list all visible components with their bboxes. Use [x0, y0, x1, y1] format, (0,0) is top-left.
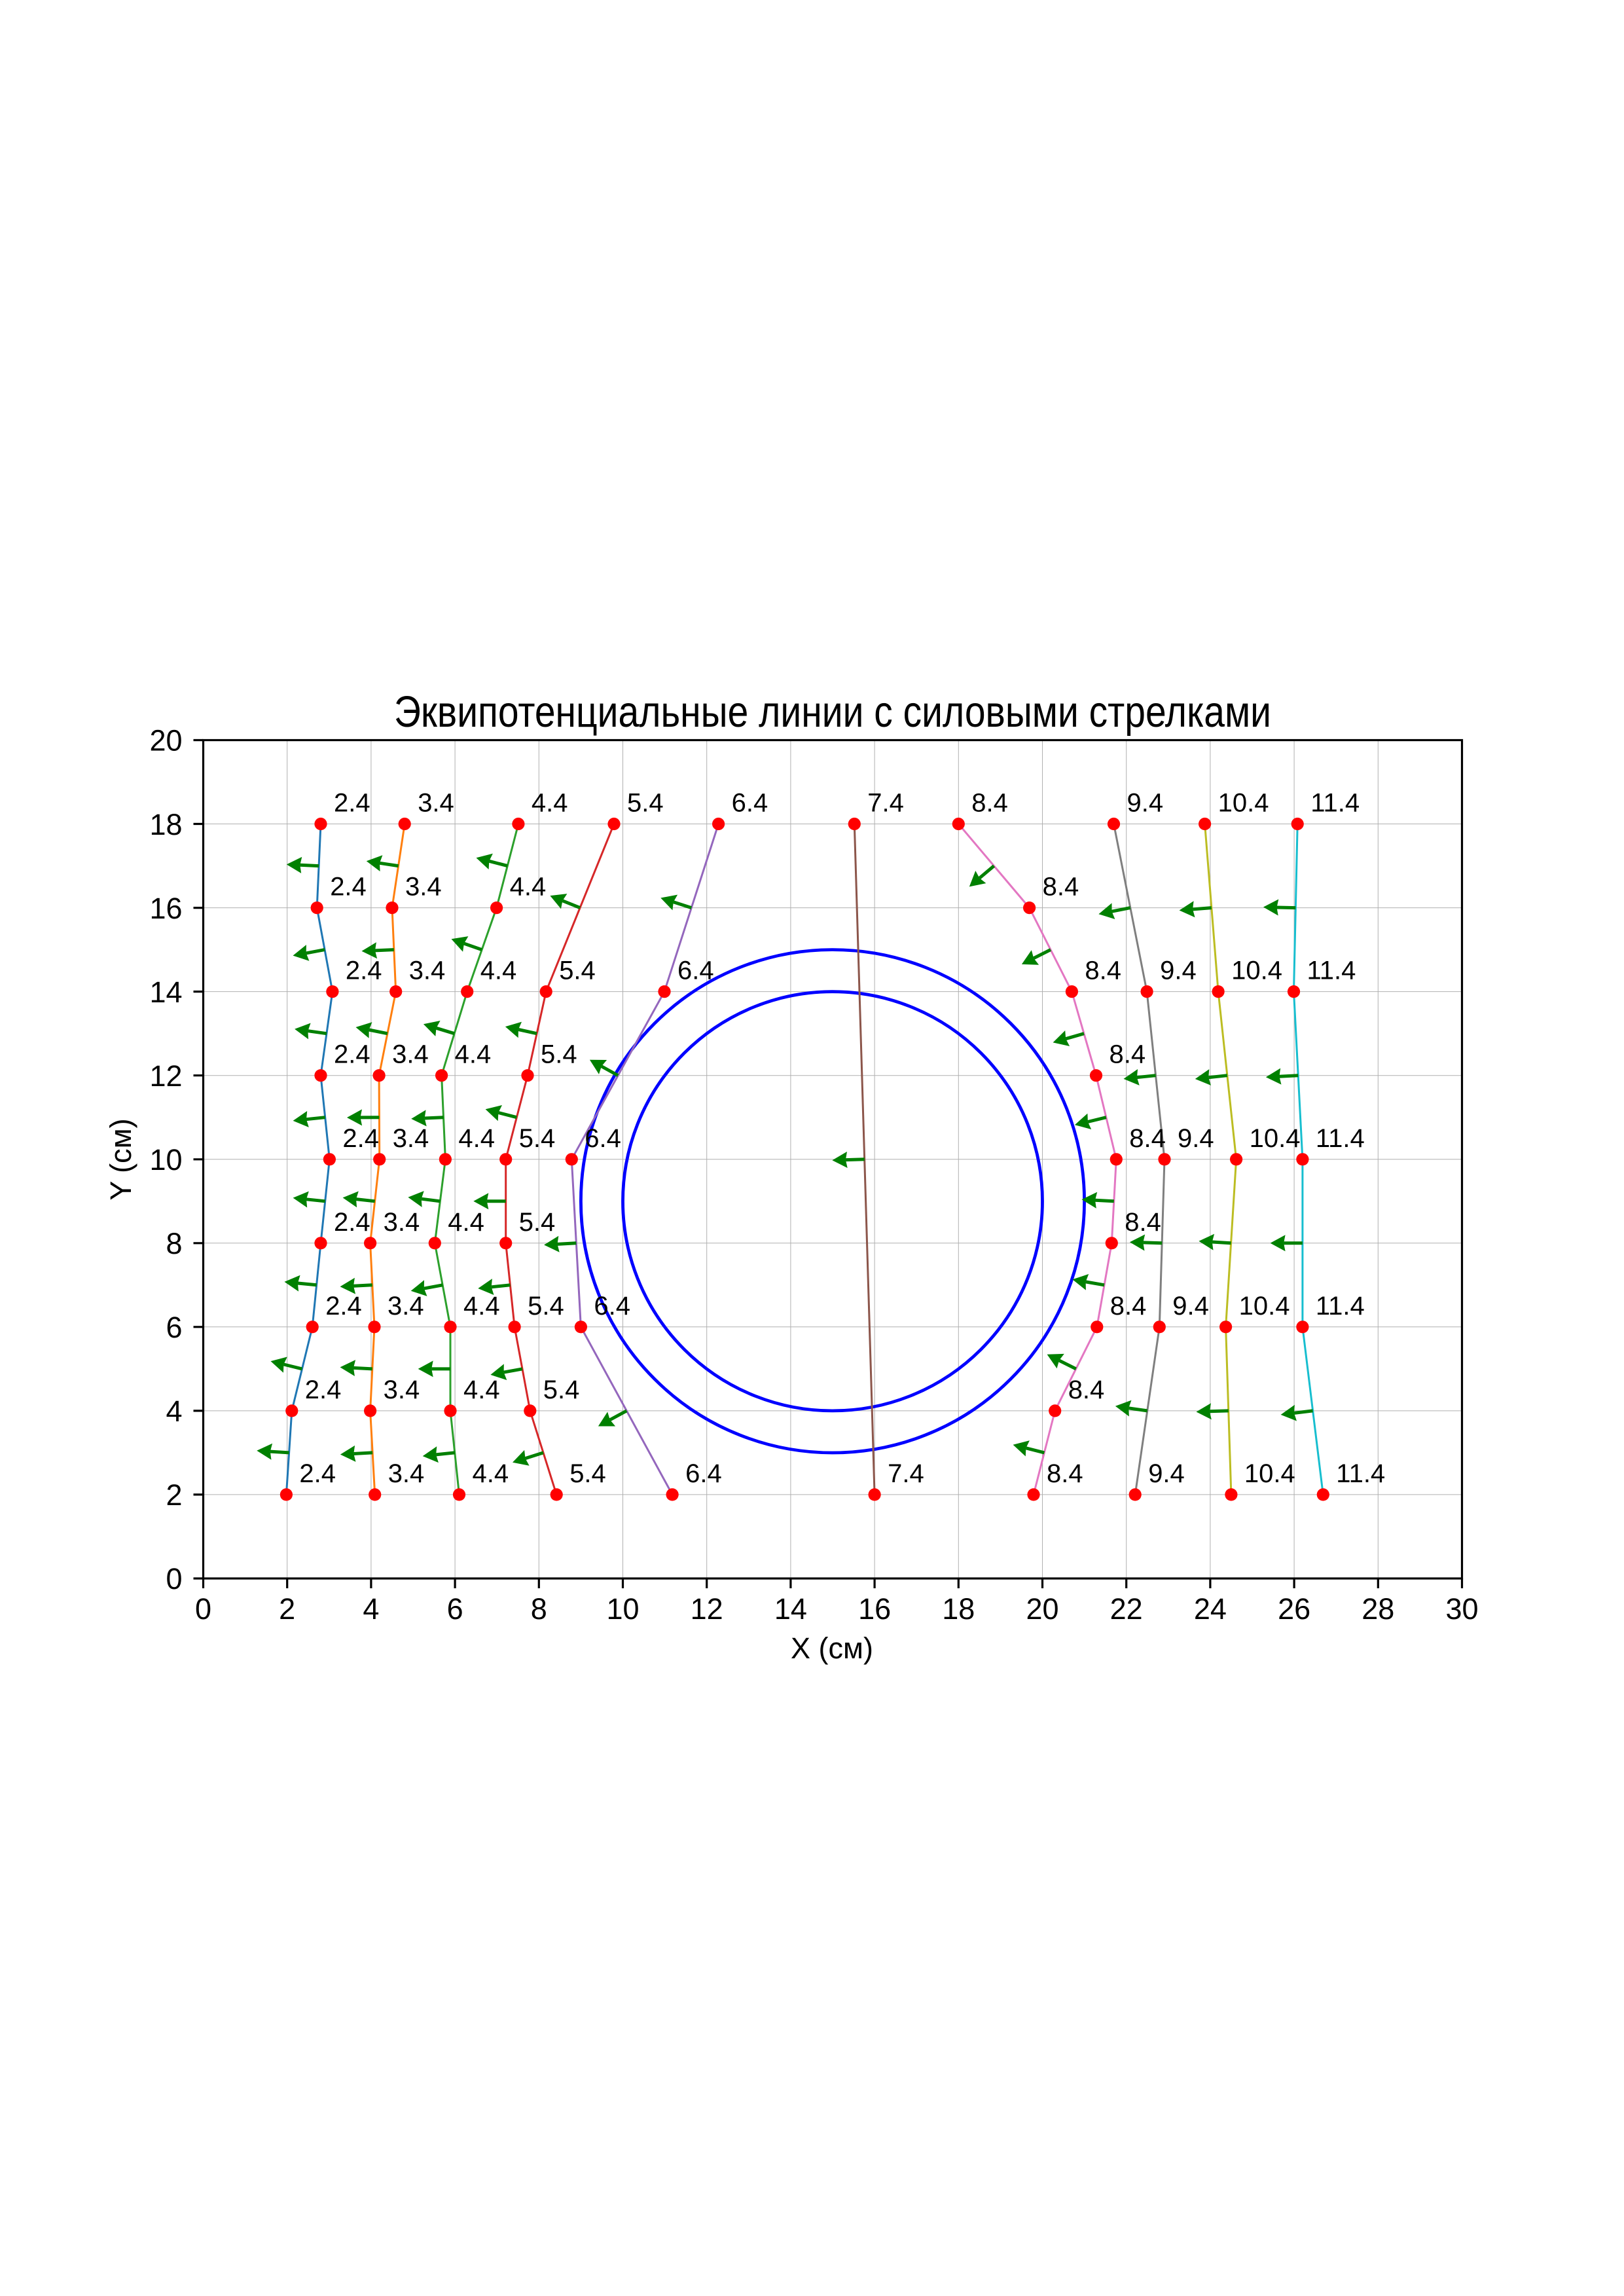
- svg-text:22: 22: [1110, 1592, 1143, 1626]
- svg-text:8.4: 8.4: [1047, 1459, 1083, 1488]
- svg-text:6: 6: [166, 1311, 182, 1344]
- svg-text:24: 24: [1194, 1592, 1227, 1626]
- svg-text:11.4: 11.4: [1316, 1124, 1365, 1153]
- svg-text:10.4: 10.4: [1244, 1459, 1295, 1488]
- svg-text:3.4: 3.4: [388, 1459, 425, 1488]
- svg-text:0: 0: [166, 1562, 182, 1595]
- svg-text:8.4: 8.4: [1085, 957, 1121, 985]
- svg-text:2.4: 2.4: [342, 1124, 379, 1153]
- svg-text:2.4: 2.4: [330, 873, 367, 902]
- svg-text:6.4: 6.4: [585, 1124, 621, 1153]
- svg-text:4.4: 4.4: [458, 1124, 495, 1153]
- svg-text:Y (см): Y (см): [104, 1118, 137, 1200]
- svg-text:20: 20: [1026, 1592, 1058, 1626]
- svg-text:11.4: 11.4: [1310, 789, 1360, 818]
- svg-text:3.4: 3.4: [392, 1040, 429, 1069]
- svg-text:3.4: 3.4: [405, 873, 442, 902]
- svg-text:2.4: 2.4: [346, 957, 382, 985]
- svg-text:5.4: 5.4: [541, 1040, 577, 1069]
- svg-text:9.4: 9.4: [1178, 1124, 1214, 1153]
- svg-text:10.4: 10.4: [1239, 1292, 1290, 1321]
- svg-text:20: 20: [149, 724, 182, 757]
- svg-text:9.4: 9.4: [1127, 789, 1164, 818]
- svg-text:2.4: 2.4: [325, 1292, 362, 1321]
- svg-text:4.4: 4.4: [510, 873, 547, 902]
- svg-text:5.4: 5.4: [519, 1124, 556, 1153]
- svg-text:8.4: 8.4: [971, 789, 1008, 818]
- svg-text:2.4: 2.4: [299, 1459, 336, 1488]
- svg-text:3.4: 3.4: [393, 1124, 429, 1153]
- svg-text:2: 2: [279, 1592, 295, 1626]
- svg-text:10.4: 10.4: [1250, 1124, 1301, 1153]
- svg-text:3.4: 3.4: [384, 1376, 420, 1404]
- svg-text:4: 4: [166, 1394, 182, 1428]
- svg-text:14: 14: [774, 1592, 807, 1626]
- svg-text:3.4: 3.4: [409, 957, 446, 985]
- svg-text:10.4: 10.4: [1231, 957, 1282, 985]
- svg-text:18: 18: [942, 1592, 975, 1626]
- svg-text:4.4: 4.4: [480, 957, 517, 985]
- svg-text:5.4: 5.4: [627, 789, 664, 818]
- svg-text:6: 6: [447, 1592, 463, 1626]
- svg-text:16: 16: [858, 1592, 891, 1626]
- svg-text:16: 16: [149, 892, 182, 925]
- svg-text:5.4: 5.4: [528, 1292, 564, 1321]
- svg-text:5.4: 5.4: [569, 1459, 606, 1488]
- svg-text:8.4: 8.4: [1129, 1124, 1166, 1153]
- svg-text:3.4: 3.4: [418, 789, 454, 818]
- svg-text:12: 12: [691, 1592, 723, 1626]
- svg-text:7.4: 7.4: [867, 789, 904, 818]
- svg-text:3.4: 3.4: [388, 1292, 424, 1321]
- svg-text:5.4: 5.4: [519, 1208, 556, 1237]
- svg-text:6.4: 6.4: [594, 1292, 630, 1321]
- svg-text:9.4: 9.4: [1172, 1292, 1209, 1321]
- svg-text:11.4: 11.4: [1316, 1292, 1365, 1321]
- svg-text:9.4: 9.4: [1160, 957, 1197, 985]
- svg-text:4: 4: [363, 1592, 379, 1626]
- svg-text:4.4: 4.4: [473, 1459, 509, 1488]
- svg-text:6.4: 6.4: [677, 957, 714, 985]
- svg-text:2.4: 2.4: [334, 1040, 370, 1069]
- svg-text:2.4: 2.4: [334, 789, 370, 818]
- svg-text:0: 0: [195, 1592, 211, 1626]
- svg-text:Эквипотенциальные линии с сило: Эквипотенциальные линии с силовыми стрел…: [394, 687, 1271, 737]
- svg-text:5.4: 5.4: [559, 957, 596, 985]
- svg-text:4.4: 4.4: [463, 1292, 500, 1321]
- svg-text:6.4: 6.4: [732, 789, 768, 818]
- svg-text:7.4: 7.4: [888, 1459, 924, 1488]
- svg-text:5.4: 5.4: [543, 1376, 580, 1404]
- svg-text:8: 8: [531, 1592, 547, 1626]
- svg-text:28: 28: [1362, 1592, 1394, 1626]
- svg-text:X (см): X (см): [791, 1631, 873, 1665]
- svg-text:3.4: 3.4: [384, 1208, 420, 1237]
- svg-text:4.4: 4.4: [455, 1040, 492, 1069]
- svg-text:11.4: 11.4: [1307, 957, 1356, 985]
- svg-text:8.4: 8.4: [1068, 1376, 1105, 1404]
- svg-text:8.4: 8.4: [1110, 1040, 1146, 1069]
- svg-text:4.4: 4.4: [463, 1376, 500, 1404]
- svg-text:10: 10: [606, 1592, 639, 1626]
- svg-text:26: 26: [1278, 1592, 1310, 1626]
- svg-text:2.4: 2.4: [334, 1208, 370, 1237]
- svg-text:2.4: 2.4: [305, 1376, 342, 1404]
- svg-text:8: 8: [166, 1227, 182, 1260]
- svg-text:2: 2: [166, 1478, 182, 1512]
- svg-text:8.4: 8.4: [1125, 1208, 1161, 1237]
- svg-text:9.4: 9.4: [1148, 1459, 1185, 1488]
- svg-text:4.4: 4.4: [532, 789, 568, 818]
- svg-text:10: 10: [149, 1143, 182, 1176]
- svg-text:12: 12: [149, 1059, 182, 1093]
- svg-text:11.4: 11.4: [1336, 1459, 1385, 1488]
- svg-text:30: 30: [1445, 1592, 1478, 1626]
- svg-text:10.4: 10.4: [1218, 789, 1269, 818]
- svg-text:8.4: 8.4: [1110, 1292, 1147, 1321]
- svg-text:18: 18: [149, 808, 182, 841]
- svg-text:4.4: 4.4: [448, 1208, 484, 1237]
- svg-text:14: 14: [149, 975, 182, 1009]
- svg-text:8.4: 8.4: [1043, 873, 1079, 902]
- svg-text:6.4: 6.4: [685, 1459, 722, 1488]
